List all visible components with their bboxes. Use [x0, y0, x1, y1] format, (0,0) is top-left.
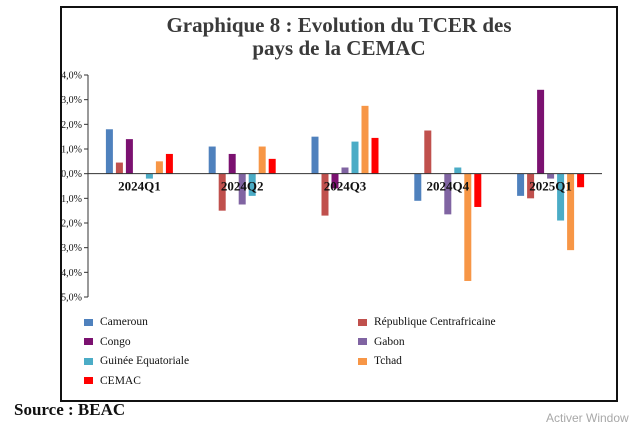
x-category-label: 2024Q4 [426, 179, 469, 194]
bar-congo-2024q2 [228, 153, 236, 174]
bar-gabon-2024q2 [238, 173, 246, 205]
bar-guin-e-equatoriale-2024q1 [145, 173, 153, 179]
chart-title-line-2: pays de la CEMAC [252, 36, 426, 60]
chart-frame: Graphique 8 : Evolution du TCER des pays… [60, 6, 618, 402]
bar-r-publique-centrafricaine-2024q3 [321, 173, 329, 216]
bar-congo-2024q1 [125, 139, 133, 174]
bar-cameroun-2024q1 [105, 129, 113, 174]
bar-tchad-2025q1 [567, 173, 575, 251]
bar-cemac-2024q3 [371, 137, 379, 174]
bar-cameroun-2025q1 [517, 173, 525, 196]
bar-guin-e-equatoriale-2025q1 [557, 173, 565, 221]
bar-gabon-2025q1 [547, 173, 555, 179]
chart-title: Graphique 8 : Evolution du TCER des pays… [62, 14, 616, 60]
bar-tchad-2024q2 [258, 146, 266, 174]
bar-cemac-2024q4 [474, 173, 482, 207]
bar-cemac-2024q1 [165, 153, 173, 174]
x-category-label: 2025Q1 [529, 179, 572, 194]
y-tick-label: -2,0% [62, 219, 82, 230]
bar-gabon-2024q3 [341, 167, 349, 174]
bar-r-publique-centrafricaine-2025q1 [527, 173, 535, 199]
bar-guin-e-equatoriale-2024q2 [248, 173, 256, 196]
y-tick-label: 2,0% [62, 120, 82, 131]
y-tick-label: 3,0% [62, 95, 82, 106]
bar-guin-e-equatoriale-2024q3 [351, 141, 359, 174]
y-tick-label: -3,0% [62, 243, 82, 254]
bar-r-publique-centrafricaine-2024q4 [424, 130, 432, 174]
y-tick-label: -4,0% [62, 268, 82, 279]
bar-cemac-2025q1 [577, 173, 585, 188]
bar-cameroun-2024q4 [414, 173, 422, 201]
bar-r-publique-centrafricaine-2024q2 [218, 173, 226, 211]
bar-cameroun-2024q3 [311, 136, 319, 174]
y-tick-label: -1,0% [62, 194, 82, 205]
bar-r-publique-centrafricaine-2024q1 [115, 162, 123, 174]
bar-chart-plot: 4,0% 3,0% 2,0% 1,0% 0,0% -1,0% -2,0% -3,0% -4,0%… [62, 71, 602, 304]
bar-congo-2024q3 [331, 173, 339, 189]
y-tick-label: 1,0% [62, 145, 82, 156]
x-category-label: 2024Q1 [118, 179, 161, 194]
y-tick-label: 4,0% [62, 71, 82, 82]
bar-guin-e-equatoriale-2024q4 [454, 167, 462, 174]
bar-tchad-2024q3 [361, 105, 369, 174]
x-category-label: 2024Q2 [221, 179, 264, 194]
bar-tchad-2024q4 [464, 173, 472, 281]
bar-cameroun-2024q2 [208, 146, 216, 174]
bar-congo-2025q1 [537, 89, 545, 174]
bar-gabon-2024q4 [444, 173, 452, 215]
y-tick-label: 0,0% [62, 169, 82, 180]
bar-tchad-2024q1 [155, 161, 163, 174]
activation-watermark: Activer Window [546, 411, 629, 425]
bar-cemac-2024q2 [268, 158, 276, 174]
source-note: Source : BEAC [14, 400, 126, 419]
y-tick-label: -5,0% [62, 293, 82, 304]
x-category-label: 2024Q3 [324, 179, 367, 194]
chart-title-line-1: Graphique 8 : Evolution du TCER des [166, 13, 512, 37]
